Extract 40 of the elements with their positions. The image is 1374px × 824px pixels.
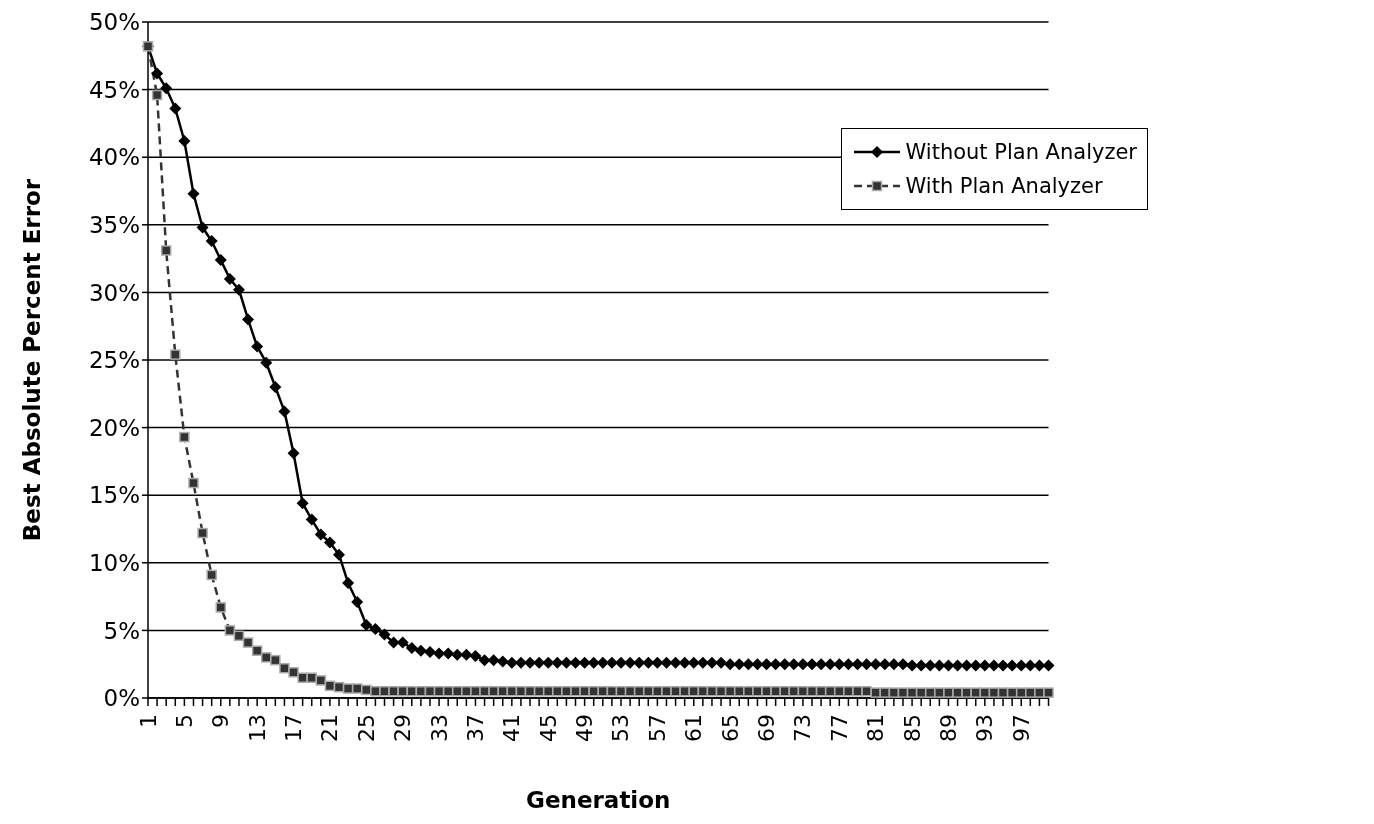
x-tick-label: 13	[244, 714, 270, 742]
y-tick-label: 10%	[88, 549, 140, 576]
x-tick-label: 41	[499, 714, 525, 742]
x-tick-label: 21	[317, 714, 343, 742]
x-tick-label: 77	[826, 714, 852, 742]
x-tick-label: 49	[572, 714, 598, 742]
x-tick-label: 73	[790, 714, 816, 742]
x-tick-label: 33	[426, 714, 452, 742]
y-tick-label: 5%	[103, 617, 140, 644]
x-tick-label: 85	[899, 714, 925, 742]
x-tick-label: 93	[972, 714, 998, 742]
x-tick-label: 65	[717, 714, 743, 742]
y-tick-label: 25%	[88, 347, 140, 374]
x-tick-label: 89	[935, 714, 961, 742]
y-tick-label: 50%	[88, 9, 140, 36]
y-tick-label: 45%	[88, 76, 140, 103]
x-tick-label: 69	[754, 714, 780, 742]
x-tick-label: 37	[462, 714, 488, 742]
x-tick-label: 17	[281, 714, 307, 742]
y-tick-label: 20%	[88, 414, 140, 441]
x-tick-label: 53	[608, 714, 634, 742]
x-tick-label: 81	[863, 714, 889, 742]
x-tick-label: 97	[1008, 714, 1034, 742]
y-tick-label: 15%	[88, 482, 140, 509]
x-tick-label: 5	[171, 714, 197, 728]
x-axis-title: Generation	[526, 787, 671, 813]
y-axis-title: Best Absolute Percent Error	[19, 178, 46, 542]
y-tick-label: 40%	[88, 144, 140, 171]
y-tick-label: 30%	[88, 279, 140, 306]
legend-label: Without Plan Analyzer	[905, 140, 1137, 164]
x-tick-label: 25	[353, 714, 379, 742]
x-tick-label: 45	[535, 714, 561, 742]
x-tick-label: 1	[135, 714, 161, 728]
y-tick-label: 35%	[88, 211, 140, 238]
y-tick-label: 0%	[103, 685, 140, 712]
x-tick-label: 29	[390, 714, 416, 742]
legend-label: With Plan Analyzer	[905, 174, 1103, 198]
x-tick-label: 57	[644, 714, 670, 742]
x-tick-label: 61	[681, 714, 707, 742]
x-tick-label: 9	[208, 714, 234, 728]
